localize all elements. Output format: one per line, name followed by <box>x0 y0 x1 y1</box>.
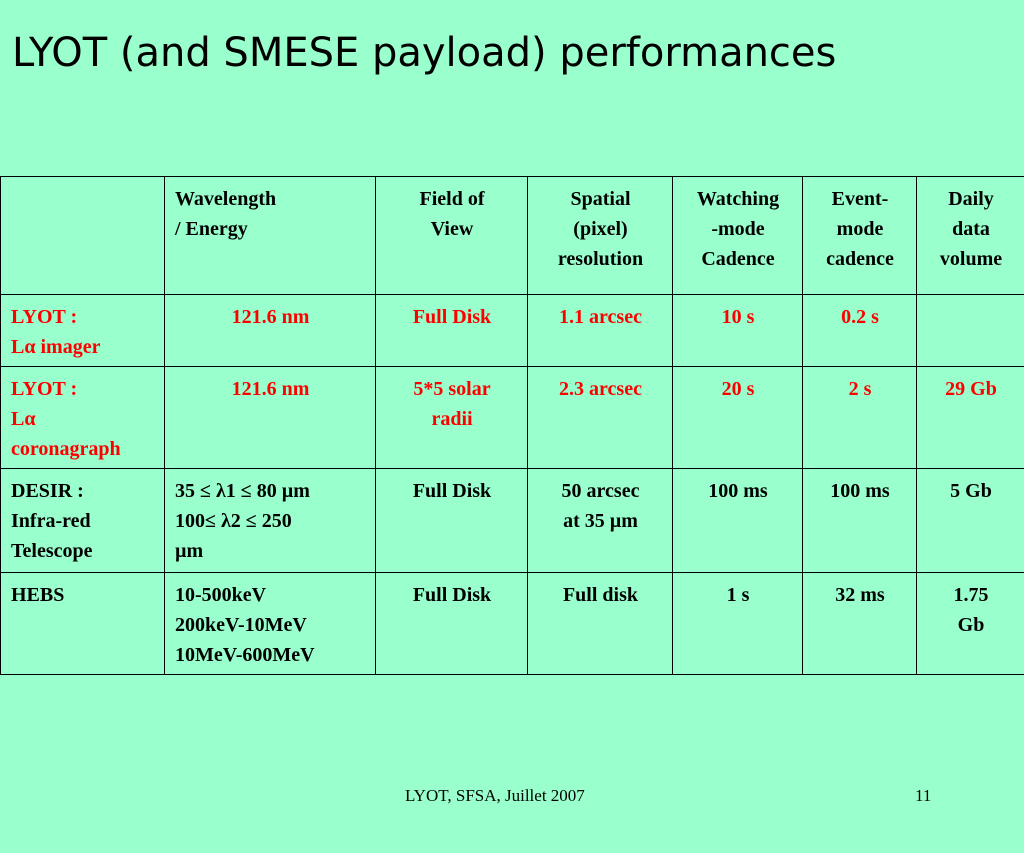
cell-daily-volume: 1.75 Gb <box>916 572 1024 675</box>
cell-event-cadence: 0.2 s <box>802 294 917 367</box>
cell-daily-volume: 29 Gb <box>916 366 1024 469</box>
table-row-lyot-coronagraph: LYOT : Lα coronagraph 121.6 nm 5*5 solar… <box>0 366 1024 469</box>
cell-wavelength: 35 ≤ λ1 ≤ 80 µm 100≤ λ2 ≤ 250 µm <box>164 468 376 573</box>
cell-event-cadence: 32 ms <box>802 572 917 675</box>
cell-field-of-view: Full Disk <box>375 294 528 367</box>
row-label: HEBS <box>0 572 165 675</box>
cell-field-of-view: Full Disk <box>375 468 528 573</box>
slide-title: LYOT (and SMESE payload) performances <box>12 30 837 76</box>
cell-event-cadence: 2 s <box>802 366 917 469</box>
cell-daily-volume: 5 Gb <box>916 468 1024 573</box>
header-spatial-resolution: Spatial (pixel) resolution <box>527 176 673 295</box>
cell-watching-cadence: 1 s <box>672 572 803 675</box>
cell-spatial-resolution: 2.3 arcsec <box>527 366 673 469</box>
header-watching-cadence: Watching -mode Cadence <box>672 176 803 295</box>
cell-watching-cadence: 100 ms <box>672 468 803 573</box>
header-cell-empty <box>0 176 165 295</box>
cell-spatial-resolution: 1.1 arcsec <box>527 294 673 367</box>
cell-watching-cadence: 10 s <box>672 294 803 367</box>
table-row-hebs: HEBS 10-500keV 200keV-10MeV 10MeV-600MeV… <box>0 572 1024 675</box>
page-number: 11 <box>915 786 932 805</box>
cell-spatial-resolution: Full disk <box>527 572 673 675</box>
row-label: LYOT : Lα imager <box>0 294 165 367</box>
cell-watching-cadence: 20 s <box>672 366 803 469</box>
footer-text: LYOT, SFSA, Juillet 2007 <box>405 786 585 805</box>
header-event-cadence: Event- mode cadence <box>802 176 917 295</box>
table-row-lyot-imager: LYOT : Lα imager 121.6 nm Full Disk 1.1 … <box>0 294 1024 367</box>
row-label: DESIR : Infra-red Telescope <box>0 468 165 573</box>
table-header-row: Wavelength / Energy Field of View Spatia… <box>0 176 1024 295</box>
performance-table: Wavelength / Energy Field of View Spatia… <box>0 176 1024 675</box>
header-daily-volume: Daily data volume <box>916 176 1024 295</box>
cell-spatial-resolution: 50 arcsec at 35 µm <box>527 468 673 573</box>
cell-wavelength: 121.6 nm <box>164 366 376 469</box>
cell-field-of-view: 5*5 solar radii <box>375 366 528 469</box>
table-row-desir: DESIR : Infra-red Telescope 35 ≤ λ1 ≤ 80… <box>0 468 1024 573</box>
cell-event-cadence: 100 ms <box>802 468 917 573</box>
cell-field-of-view: Full Disk <box>375 572 528 675</box>
cell-wavelength: 121.6 nm <box>164 294 376 367</box>
row-label: LYOT : Lα coronagraph <box>0 366 165 469</box>
header-field-of-view: Field of View <box>375 176 528 295</box>
cell-wavelength: 10-500keV 200keV-10MeV 10MeV-600MeV <box>164 572 376 675</box>
header-wavelength: Wavelength / Energy <box>164 176 376 295</box>
cell-daily-volume <box>916 294 1024 367</box>
